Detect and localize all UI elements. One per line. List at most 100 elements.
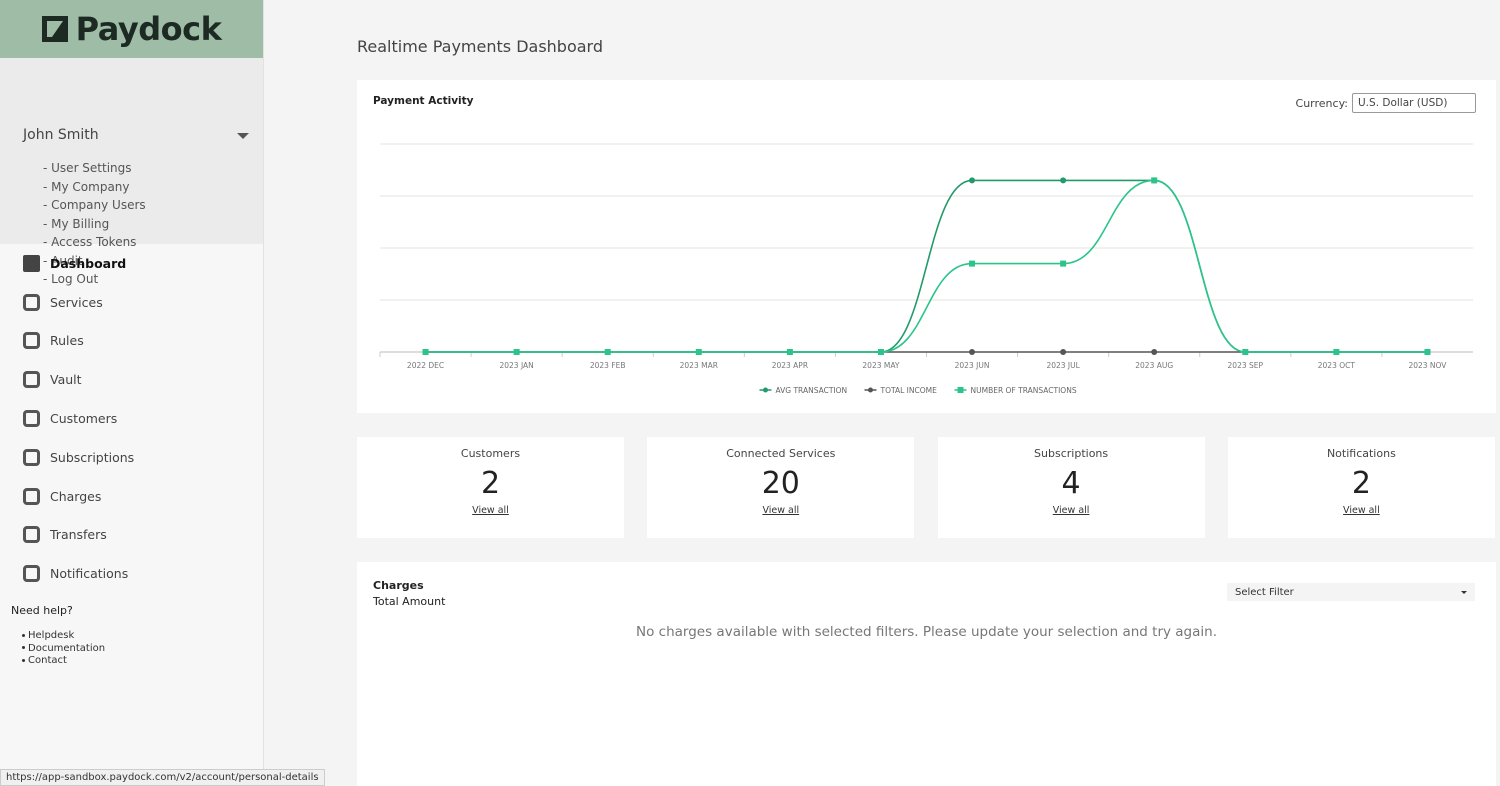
point bbox=[1060, 349, 1067, 355]
help-link[interactable]: Documentation bbox=[22, 643, 105, 656]
nav-item[interactable]: Services bbox=[0, 283, 263, 322]
series-line bbox=[425, 179, 1428, 353]
nav-icon bbox=[23, 448, 40, 466]
charges-subtitle: Total Amount bbox=[373, 595, 446, 608]
nav: Dashboard Services Rules Vault Customers Subs… bbox=[0, 244, 263, 593]
point bbox=[786, 349, 793, 355]
stat-link[interactable]: View all bbox=[1343, 505, 1380, 516]
user-menu: John Smith - User Settings - My Company - … bbox=[0, 58, 263, 286]
x-tick-label: 2023 AUG bbox=[1135, 361, 1173, 370]
stat-title: Notifications bbox=[1326, 447, 1396, 460]
nav-label: Rules bbox=[50, 333, 84, 349]
nav-item[interactable]: Notifications bbox=[0, 554, 263, 593]
legend-marker bbox=[957, 387, 964, 393]
chart-card: Currency: U.S. Dollar (USD) Payment Acti… bbox=[357, 80, 1496, 413]
stat-card: Connected Services 20 View all bbox=[647, 437, 915, 538]
nav-icon bbox=[23, 487, 40, 505]
user-menu-item[interactable]: - Audit bbox=[43, 253, 83, 268]
nav-label: Dashboard bbox=[50, 255, 127, 271]
filter-select[interactable]: Select Filter bbox=[1227, 583, 1475, 601]
nav-icon bbox=[23, 254, 40, 272]
x-tick-label: 2023 FEB bbox=[590, 361, 626, 370]
point bbox=[1151, 349, 1158, 355]
nav-icon bbox=[23, 410, 40, 428]
chart-title: Payment Activity bbox=[373, 95, 474, 107]
x-tick-label: 2023 APR bbox=[772, 361, 808, 370]
nav-item[interactable]: Rules bbox=[0, 322, 263, 361]
point bbox=[604, 349, 611, 355]
help-link[interactable]: Contact bbox=[22, 655, 105, 668]
stat-value: 2 bbox=[1351, 466, 1371, 501]
point bbox=[1333, 349, 1340, 355]
nav-icon bbox=[23, 332, 40, 350]
nav-item[interactable]: Subscriptions bbox=[0, 438, 263, 477]
user-menu-item[interactable]: - Company Users bbox=[43, 198, 146, 212]
nav-item[interactable]: Customers bbox=[0, 399, 263, 438]
stat-title: Connected Services bbox=[726, 447, 836, 460]
help-title: Need help? bbox=[11, 604, 73, 617]
user-menu-list: - User Settings - My Company - Company Use… bbox=[43, 159, 146, 289]
stat-card: Notifications 2 View all bbox=[1227, 437, 1495, 538]
stat-title: Customers bbox=[460, 447, 521, 460]
point bbox=[969, 260, 976, 267]
point bbox=[969, 349, 976, 355]
point bbox=[969, 177, 976, 184]
stat-value: 4 bbox=[1061, 466, 1081, 501]
point bbox=[877, 349, 884, 355]
legend-label: NUMBER OF TRANSACTIONS bbox=[971, 386, 1077, 395]
x-tick-label: 2023 JUN bbox=[955, 361, 990, 370]
nav-icon bbox=[23, 293, 40, 311]
x-tick-label: 2022 DEC bbox=[407, 361, 444, 370]
stat-value: 20 bbox=[761, 466, 800, 501]
point bbox=[1151, 177, 1158, 184]
user-menu-item[interactable]: - Access Tokens bbox=[43, 235, 137, 249]
stat-link[interactable]: View all bbox=[762, 505, 800, 516]
nav-item[interactable]: Transfers bbox=[0, 516, 263, 555]
nav-item[interactable]: Dashboard bbox=[0, 244, 263, 283]
point bbox=[1060, 177, 1067, 184]
stat-link[interactable]: View all bbox=[1052, 505, 1090, 516]
stat-card: Subscriptions 4 View all bbox=[937, 437, 1205, 538]
page-title: Realtime Payments Dashboard bbox=[357, 37, 603, 56]
charges-title: Charges bbox=[373, 579, 424, 592]
charges-card: Charges Total Amount Select Filter No ch… bbox=[357, 562, 1496, 786]
x-tick-label: 2023 JAN bbox=[499, 361, 533, 370]
nav-label: Customers bbox=[50, 411, 118, 427]
legend-label: AVG TRANSACTION bbox=[776, 386, 848, 395]
nav-item[interactable]: Vault bbox=[0, 360, 263, 399]
point bbox=[1242, 349, 1249, 355]
logo[interactable]: Paydock bbox=[0, 0, 263, 58]
logo-text: Paydock bbox=[75, 10, 222, 48]
empty-message: No charges available with selected filte… bbox=[636, 624, 1217, 640]
point bbox=[513, 349, 520, 355]
user-menu-item[interactable]: - User Settings bbox=[43, 161, 132, 175]
point bbox=[695, 349, 702, 355]
nav-icon bbox=[23, 565, 40, 583]
nav-label: Charges bbox=[50, 488, 102, 504]
nav-label: Vault bbox=[50, 372, 82, 388]
point bbox=[1060, 260, 1067, 267]
sidebar: Paydock John Smith - User Settings - My C… bbox=[0, 0, 264, 786]
x-tick-label: 2023 MAR bbox=[680, 361, 718, 370]
legend-marker bbox=[868, 387, 873, 393]
status-url: https://app-sandbox.paydock.com/v2/accou… bbox=[0, 769, 325, 786]
nav-icon bbox=[23, 526, 40, 544]
user-menu-item[interactable]: - My Company bbox=[43, 179, 130, 194]
x-tick-label: 2023 MAY bbox=[862, 361, 899, 370]
user-name[interactable]: John Smith bbox=[23, 127, 99, 143]
point bbox=[1424, 349, 1431, 355]
stat-link[interactable]: View all bbox=[472, 505, 509, 516]
point bbox=[422, 349, 429, 355]
nav-item[interactable]: Charges bbox=[0, 477, 263, 516]
currency-select[interactable]: U.S. Dollar (USD) bbox=[1352, 93, 1476, 113]
nav-label: Subscriptions bbox=[50, 449, 135, 465]
help-link[interactable]: Helpdesk bbox=[22, 630, 105, 643]
caret[interactable] bbox=[237, 133, 249, 139]
user-menu-item[interactable]: - My Billing bbox=[43, 216, 110, 231]
x-tick-label: 2023 OCT bbox=[1318, 361, 1356, 370]
currency: Currency: U.S. Dollar (USD) bbox=[1296, 93, 1476, 113]
nav-label: Transfers bbox=[50, 527, 107, 543]
stat-title: Subscriptions bbox=[1034, 447, 1109, 460]
user-menu-item[interactable]: - Log Out bbox=[43, 272, 99, 286]
